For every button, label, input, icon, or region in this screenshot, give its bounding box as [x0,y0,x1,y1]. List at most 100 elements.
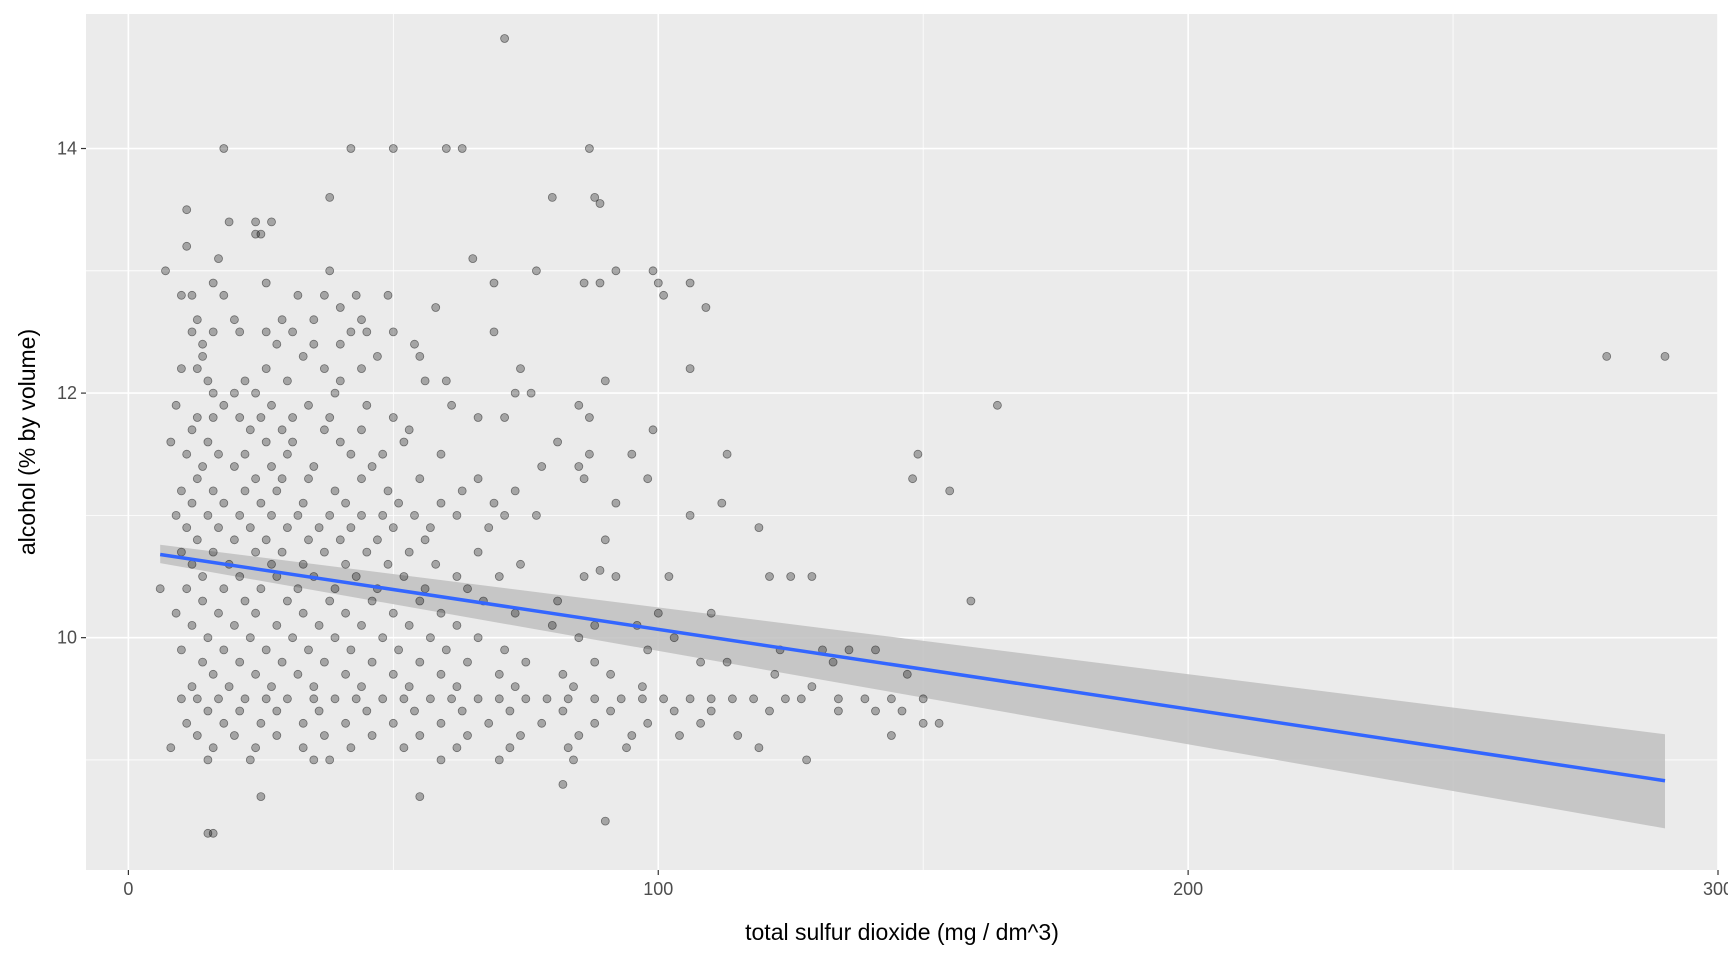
data-point [346,523,356,532]
data-point [378,633,388,643]
data-point [357,621,366,630]
minor-gridlines [86,14,1718,870]
data-point [600,816,610,826]
data-point [669,633,679,643]
data-point [198,596,208,606]
data-point [372,535,382,545]
data-point [288,437,298,447]
confidence-band-area [160,544,1666,829]
data-point [251,743,261,753]
data-point [309,694,319,704]
data-point [473,474,483,484]
data-point [500,34,510,43]
data-point [569,682,578,691]
data-point [208,547,218,557]
data-point [696,657,705,667]
data-point [272,339,282,349]
data-point [796,694,806,704]
data-point [198,339,208,349]
data-point [176,694,186,704]
data-point [325,755,335,765]
data-points [155,34,1670,838]
data-point [245,425,255,435]
data-point [229,621,239,630]
data-point [192,474,202,484]
data-point [786,572,796,581]
major-gridlines [86,14,1719,870]
data-point [240,694,250,704]
data-point [918,718,928,728]
data-point [198,572,208,581]
data-point [425,523,435,532]
data-point [643,645,653,655]
data-point [473,633,483,643]
data-point [510,682,520,691]
data-point [304,535,313,545]
data-point [362,400,372,410]
data-point [627,449,637,459]
data-point [966,596,976,606]
data-point [600,535,610,545]
data-point [298,498,308,508]
data-point [685,511,695,520]
data-point [272,486,282,496]
data-point [749,694,758,704]
data-point [261,645,271,655]
data-point [585,413,594,422]
data-point [251,547,261,557]
data-point [653,608,663,618]
data-point [611,266,621,276]
data-point [208,743,218,753]
data-point [590,694,600,704]
data-point [192,535,202,545]
data-point [346,743,356,753]
data-point [579,474,589,484]
data-point [420,584,430,594]
data-point [706,706,716,716]
data-point [399,437,409,447]
data-point [314,523,324,532]
data-point [494,755,504,765]
data-point [261,327,271,337]
data-point [770,669,780,679]
data-point [436,608,446,618]
data-point [298,718,308,728]
data-point [357,682,366,691]
data-point [473,413,483,422]
data-point [722,449,732,459]
data-point [675,731,684,740]
data-point [335,437,345,447]
data-point [563,743,573,753]
data-point [192,315,202,325]
data-point [330,486,340,496]
data-point [325,511,335,520]
data-point [388,523,398,532]
data-point [669,706,679,716]
data-point [595,278,605,288]
data-point [648,425,658,435]
data-point [441,144,451,153]
data-point [394,645,404,655]
data-point [436,669,446,679]
data-point [383,290,393,300]
data-point [516,559,525,569]
data-point [282,523,292,532]
data-point [547,192,557,202]
y-tick-label: 14 [57,139,77,159]
data-point [563,694,573,704]
data-point [182,718,192,728]
data-point [335,339,345,349]
data-point [706,608,716,618]
data-point [224,682,234,691]
data-point [431,303,441,312]
data-point [505,706,515,716]
data-point [717,498,727,508]
data-point [425,633,435,643]
data-point [330,388,340,398]
data-point [182,449,192,459]
data-point [256,229,266,239]
y-axis-title: alcohol (% by volume) [14,329,40,555]
data-point [664,572,674,581]
data-point [282,376,292,386]
data-point [235,413,245,422]
